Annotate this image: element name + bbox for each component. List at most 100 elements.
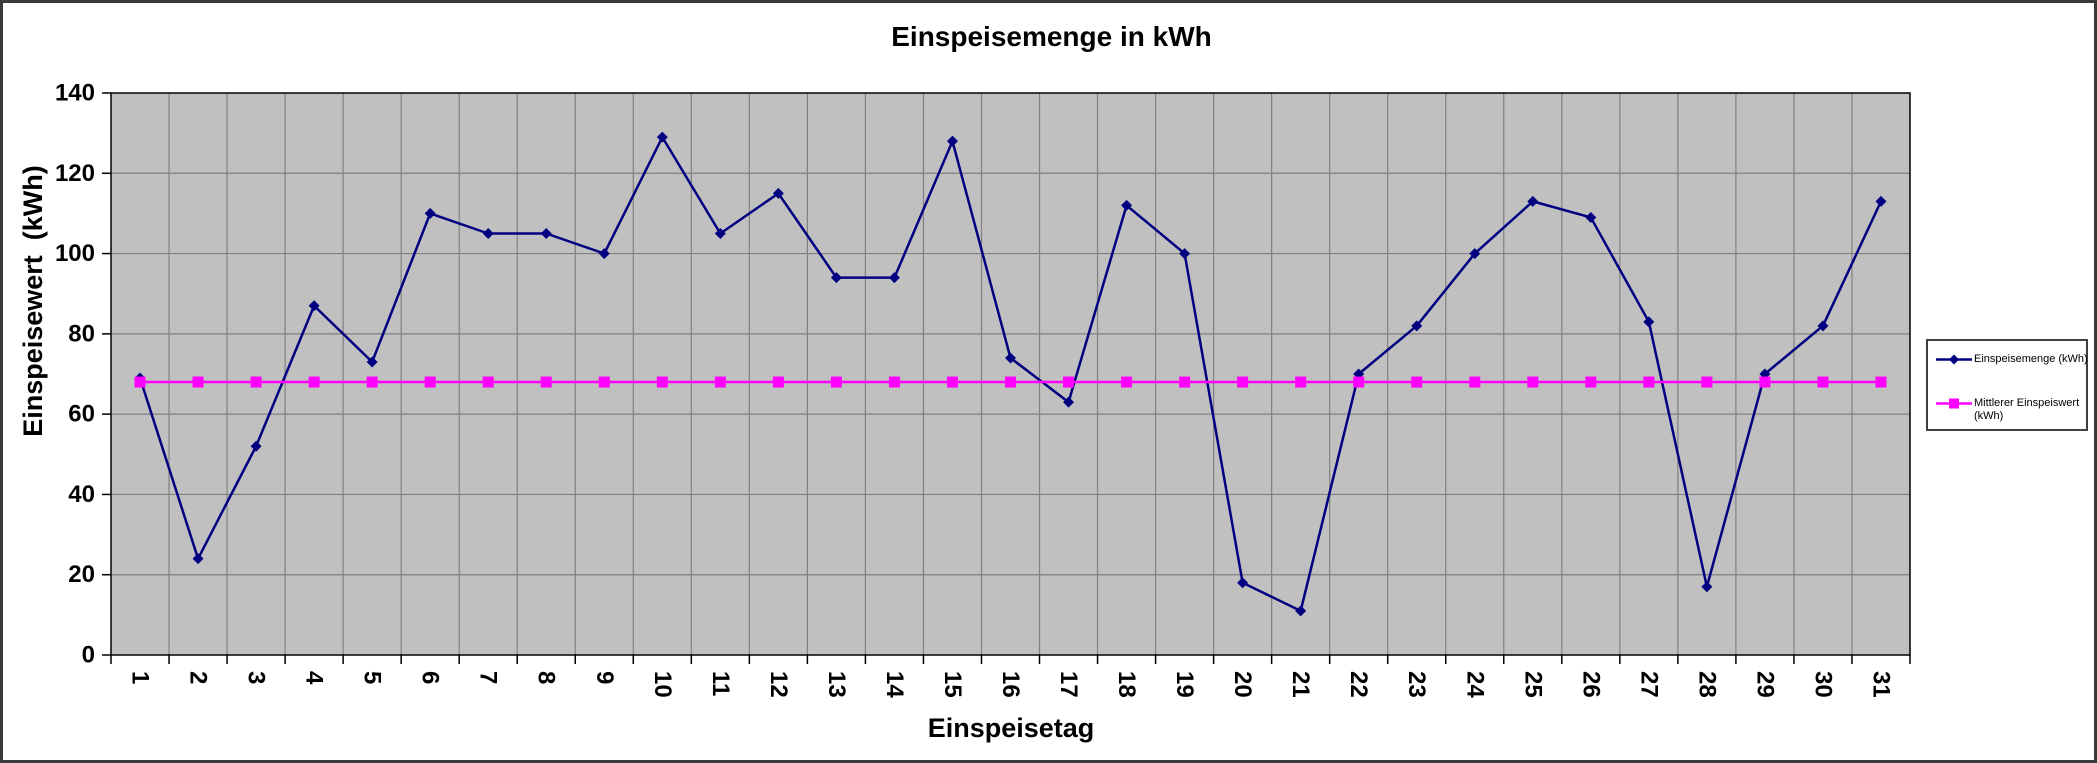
marker-einspeisemenge-day-24 — [1469, 248, 1481, 260]
marker-einspeisemenge-day-30 — [1817, 320, 1829, 332]
y-tick-label: 20 — [68, 561, 95, 588]
marker-mittlerer-einspeiswert-day-18 — [1121, 376, 1133, 388]
marker-mittlerer-einspeiswert-day-21 — [1295, 376, 1307, 388]
marker-mittlerer-einspeiswert-day-31 — [1875, 376, 1887, 388]
marker-einspeisemenge-day-16 — [1005, 352, 1016, 364]
marker-einspeisemenge-day-11 — [714, 228, 726, 239]
x-tick-label: 3 — [243, 671, 270, 684]
legend: Einspeisemenge (kWh) Mittlerer Einspeisw… — [1926, 339, 2088, 431]
y-tick-label: 60 — [68, 401, 95, 428]
legend-sample-svg — [1936, 398, 1972, 409]
marker-einspeisemenge-day-15 — [946, 135, 958, 147]
marker-mittlerer-einspeiswert-day-17 — [1063, 376, 1075, 388]
marker-mittlerer-einspeiswert-day-23 — [1411, 376, 1423, 388]
y-tick-label: 40 — [68, 481, 95, 508]
marker-mittlerer-einspeiswert-day-1 — [134, 376, 146, 388]
marker-einspeisemenge-day-20 — [1237, 577, 1249, 589]
x-tick-label: 29 — [1751, 671, 1778, 698]
marker-mittlerer-einspeiswert-day-26 — [1585, 376, 1597, 388]
x-tick-label: 8 — [533, 671, 560, 684]
legend-label: Einspeisemenge (kWh) — [1974, 353, 2088, 365]
legend-item: Mittlerer Einspeiswert (kWh) — [1934, 397, 2088, 423]
y-tick-label: 80 — [68, 320, 95, 347]
legend-sample-svg — [1936, 354, 1972, 365]
legend-square-icon — [1949, 398, 1959, 409]
legend-line-square-icon — [1934, 397, 1974, 410]
marker-einspeisemenge-day-28 — [1701, 581, 1713, 593]
x-tick-label: 30 — [1809, 671, 1836, 698]
marker-mittlerer-einspeiswert-day-25 — [1527, 376, 1539, 388]
marker-einspeisemenge-day-19 — [1179, 248, 1191, 260]
marker-einspeisemenge-day-5 — [366, 356, 378, 368]
marker-mittlerer-einspeiswert-day-6 — [424, 376, 436, 388]
marker-einspeisemenge-day-3 — [250, 440, 262, 452]
marker-mittlerer-einspeiswert-day-27 — [1643, 376, 1655, 388]
marker-mittlerer-einspeiswert-day-10 — [656, 376, 668, 388]
marker-einspeisemenge-day-27 — [1643, 316, 1655, 328]
x-tick-label: 27 — [1635, 671, 1662, 698]
x-tick-label: 7 — [475, 671, 502, 684]
marker-mittlerer-einspeiswert-day-4 — [308, 376, 320, 388]
marker-mittlerer-einspeiswert-day-11 — [714, 376, 726, 388]
marker-mittlerer-einspeiswert-day-19 — [1179, 376, 1191, 388]
marker-einspeisemenge-day-9 — [598, 248, 610, 260]
x-tick-label: 22 — [1345, 671, 1372, 698]
x-tick-label: 14 — [881, 671, 908, 698]
x-tick-label: 23 — [1403, 671, 1430, 698]
marker-mittlerer-einspeiswert-day-9 — [598, 376, 610, 388]
marker-mittlerer-einspeiswert-day-24 — [1469, 376, 1481, 388]
marker-mittlerer-einspeiswert-day-20 — [1237, 376, 1249, 388]
marker-einspeisemenge-day-21 — [1295, 605, 1307, 617]
marker-einspeisemenge-day-26 — [1585, 211, 1597, 223]
x-tick-label: 11 — [707, 671, 734, 696]
x-tick-label: 6 — [417, 671, 444, 684]
plot-border — [110, 92, 1911, 656]
marker-mittlerer-einspeiswert-day-8 — [540, 376, 552, 388]
marker-mittlerer-einspeiswert-day-3 — [250, 376, 262, 388]
x-tick-label: 9 — [591, 671, 618, 684]
x-tick-label: 1 — [127, 671, 154, 684]
marker-mittlerer-einspeiswert-day-29 — [1759, 376, 1771, 388]
marker-mittlerer-einspeiswert-day-2 — [192, 376, 204, 388]
x-tick-label: 26 — [1577, 671, 1604, 698]
x-tick-label: 4 — [301, 671, 328, 685]
x-tick-label: 25 — [1519, 671, 1546, 698]
legend-line-diamond-icon — [1934, 353, 1974, 366]
marker-einspeisemenge-day-17 — [1063, 396, 1075, 408]
legend-diamond-icon — [1949, 354, 1959, 365]
marker-einspeisemenge-day-23 — [1411, 320, 1423, 332]
marker-einspeisemenge-day-10 — [656, 131, 668, 143]
marker-einspeisemenge-day-12 — [772, 187, 784, 199]
marker-einspeisemenge-day-2 — [192, 553, 204, 565]
marker-mittlerer-einspeiswert-day-12 — [772, 376, 784, 388]
legend-item: Einspeisemenge (kWh) — [1934, 353, 2088, 366]
x-tick-label: 13 — [823, 671, 850, 698]
x-tick-label: 20 — [1229, 671, 1256, 698]
x-tick-label: 19 — [1171, 671, 1198, 698]
x-tick-label: 18 — [1113, 671, 1140, 698]
x-axis-title: Einspeisetag — [927, 713, 1095, 743]
marker-mittlerer-einspeiswert-day-30 — [1817, 376, 1829, 388]
marker-mittlerer-einspeiswert-day-15 — [946, 376, 958, 388]
marker-mittlerer-einspeiswert-day-28 — [1701, 376, 1713, 388]
marker-mittlerer-einspeiswert-day-14 — [888, 376, 900, 388]
marker-einspeisemenge-day-4 — [308, 300, 320, 312]
marker-mittlerer-einspeiswert-day-7 — [482, 376, 494, 388]
plot-area — [111, 93, 1910, 655]
marker-einspeisemenge-day-8 — [540, 228, 552, 239]
x-tick-label: 17 — [1055, 671, 1082, 698]
marker-mittlerer-einspeiswert-day-13 — [830, 376, 842, 388]
x-tick-label: 31 — [1867, 671, 1894, 698]
marker-mittlerer-einspeiswert-day-16 — [1005, 376, 1016, 388]
y-tick-label: 120 — [55, 160, 95, 187]
legend-label: Mittlerer Einspeiswert (kWh) — [1974, 397, 2080, 422]
marker-einspeisemenge-day-25 — [1527, 195, 1539, 207]
chart-title: Einspeisemenge in kWh — [891, 21, 1212, 52]
marker-mittlerer-einspeiswert-day-22 — [1353, 376, 1365, 388]
y-tick-label: 0 — [82, 642, 95, 669]
marker-einspeisemenge-day-18 — [1121, 199, 1133, 211]
marker-einspeisemenge-day-6 — [424, 207, 436, 219]
y-tick-label: 100 — [55, 240, 95, 267]
